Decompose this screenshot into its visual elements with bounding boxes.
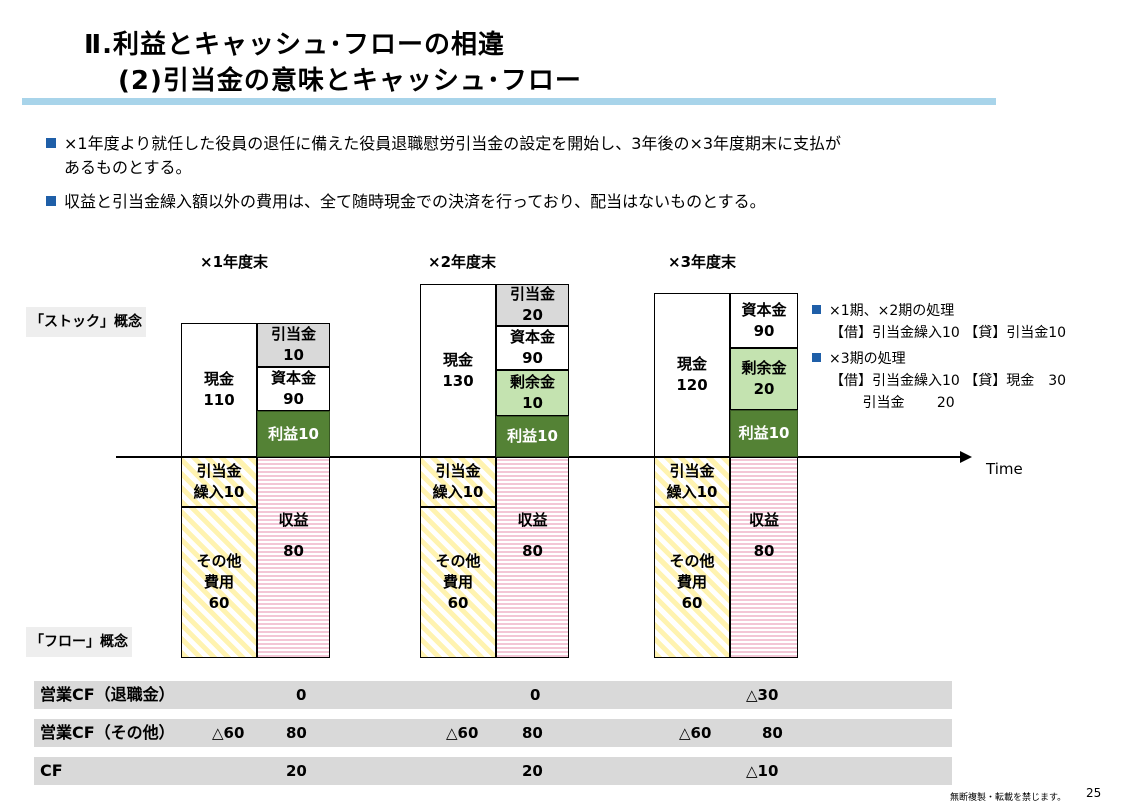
time-axis-label: Time bbox=[986, 460, 1023, 478]
flow-concept-label: 「フロー」概念 bbox=[26, 627, 132, 657]
bullet-square-icon bbox=[46, 196, 56, 206]
cf-row-total: CF 20 20 △10 bbox=[34, 757, 952, 785]
provision-expense-box-3: 引当金 繰入10 bbox=[654, 457, 730, 507]
page-subtitle: (2)引当金の意味とキャッシュ･フロー bbox=[118, 66, 582, 96]
bullet-square-icon bbox=[812, 353, 821, 362]
profit-box-3: 利益10 bbox=[730, 410, 798, 457]
cash-box-3: 現金 120 bbox=[654, 293, 730, 457]
provision-stock-box-2: 引当金 20 bbox=[496, 284, 569, 326]
revenue-box-2: 収益 80 bbox=[496, 457, 569, 658]
note-1: ×1期、×2期の処理 【借】引当金繰入10 【貸】引当金10 bbox=[812, 300, 1066, 344]
other-expense-box-2: その他 費用 60 bbox=[420, 507, 496, 658]
year-label-2: ×2年度末 bbox=[428, 253, 497, 271]
title-underline bbox=[22, 98, 996, 105]
year-label-1: ×1年度末 bbox=[200, 253, 269, 271]
cash-box-1: 現金 110 bbox=[181, 323, 257, 457]
provision-expense-box-1: 引当金 繰入10 bbox=[181, 457, 257, 507]
capital-box-1: 資本金 90 bbox=[257, 367, 330, 411]
bullet-square-icon bbox=[46, 138, 56, 148]
bullet-1: ×1年度より就任した役員の退任に備えた役員退職慰労引当金の設定を開始し、3年後の… bbox=[46, 132, 1066, 180]
provision-expense-box-2: 引当金 繰入10 bbox=[420, 457, 496, 507]
capital-box-2: 資本金 90 bbox=[496, 326, 569, 370]
other-expense-box-1: その他 費用 60 bbox=[181, 507, 257, 658]
cash-box-2: 現金 130 bbox=[420, 284, 496, 457]
copyright-notice: 無断複製・転載を禁じます。 bbox=[950, 793, 1067, 803]
profit-box-2: 利益10 bbox=[496, 416, 569, 457]
provision-stock-box-1: 引当金 10 bbox=[257, 323, 330, 367]
time-axis-arrow-icon bbox=[960, 451, 972, 463]
capital-box-3: 資本金 90 bbox=[730, 293, 798, 348]
revenue-box-3: 収益 80 bbox=[730, 457, 798, 658]
revenue-box-1: 収益 80 bbox=[257, 457, 330, 658]
page-number: 25 bbox=[1086, 786, 1102, 800]
profit-box-1: 利益10 bbox=[257, 411, 330, 457]
stock-concept-label: 「ストック」概念 bbox=[26, 307, 146, 337]
surplus-box-2: 剰余金 10 bbox=[496, 370, 569, 416]
year-label-3: ×3年度末 bbox=[668, 253, 737, 271]
bullet-square-icon bbox=[812, 305, 821, 314]
note-2: ×3期の処理 【借】引当金繰入10 【貸】現金 30 引当金 20 bbox=[812, 348, 1066, 414]
page-title: Ⅱ.利益とキャッシュ･フローの相違 bbox=[84, 30, 506, 60]
cf-row-other: 営業CF（その他） △60 80 △60 80 △60 80 bbox=[34, 719, 952, 747]
bullet-2: 収益と引当金繰入額以外の費用は、全て随時現金での決済を行っており、配当はないもの… bbox=[46, 190, 1066, 214]
cf-row-retirement: 営業CF（退職金） 0 0 △30 bbox=[34, 681, 952, 709]
other-expense-box-3: その他 費用 60 bbox=[654, 507, 730, 658]
surplus-box-3: 剰余金 20 bbox=[730, 348, 798, 410]
